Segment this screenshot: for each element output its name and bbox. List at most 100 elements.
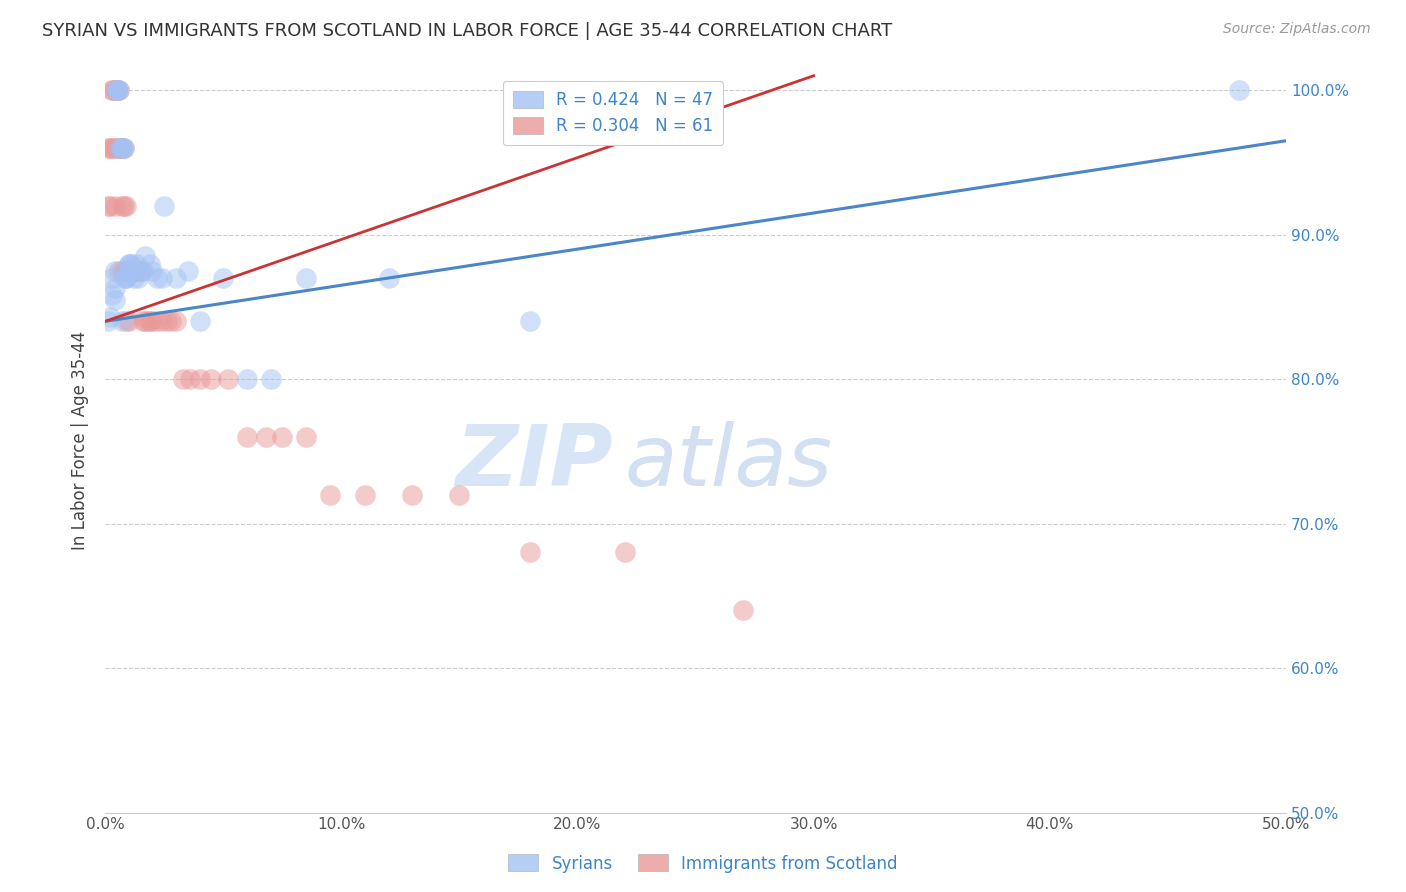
Point: [105, 83, 128, 97]
Point: [118, 256, 141, 270]
Point: [104, 293, 127, 307]
Point: [146, 314, 169, 328]
Point: [104, 141, 127, 155]
Point: [212, 271, 235, 285]
Point: [112, 141, 135, 155]
Point: [141, 264, 163, 278]
Point: [104, 264, 127, 278]
Point: [101, 271, 124, 285]
Point: [118, 264, 141, 278]
Point: [122, 264, 145, 278]
Point: [150, 314, 173, 328]
Point: [150, 271, 173, 285]
Point: [156, 314, 179, 328]
Point: [125, 264, 148, 278]
Point: [111, 141, 134, 155]
Point: [115, 271, 138, 285]
Point: [217, 372, 239, 386]
Point: [111, 141, 134, 155]
Point: [259, 372, 281, 386]
Point: [125, 256, 148, 270]
Point: [120, 264, 142, 278]
Y-axis label: In Labor Force | Age 35-44: In Labor Force | Age 35-44: [72, 331, 89, 550]
Point: [111, 199, 134, 213]
Text: atlas: atlas: [624, 421, 832, 504]
Point: [111, 264, 134, 278]
Point: [105, 83, 128, 97]
Point: [519, 545, 541, 559]
Text: ZIP: ZIP: [456, 421, 613, 504]
Point: [112, 271, 135, 285]
Point: [172, 372, 194, 386]
Point: [129, 264, 152, 278]
Point: [98, 310, 121, 324]
Point: [141, 314, 163, 328]
Point: [115, 264, 138, 278]
Point: [401, 488, 423, 502]
Point: [271, 430, 294, 444]
Point: [449, 488, 471, 502]
Text: SYRIAN VS IMMIGRANTS FROM SCOTLAND IN LABOR FORCE | AGE 35-44 CORRELATION CHART: SYRIAN VS IMMIGRANTS FROM SCOTLAND IN LA…: [42, 22, 893, 40]
Point: [179, 372, 201, 386]
Point: [254, 430, 277, 444]
Point: [613, 545, 636, 559]
Point: [200, 372, 222, 386]
Point: [111, 141, 134, 155]
Point: [105, 83, 128, 97]
Text: Source: ZipAtlas.com: Source: ZipAtlas.com: [1223, 22, 1371, 37]
Point: [134, 249, 156, 263]
Point: [108, 83, 131, 97]
Point: [115, 271, 138, 285]
Point: [132, 264, 155, 278]
Point: [318, 488, 340, 502]
Point: [104, 281, 127, 295]
Point: [160, 314, 183, 328]
Point: [105, 83, 128, 97]
Point: [97, 199, 120, 213]
Point: [188, 372, 211, 386]
Point: [118, 314, 141, 328]
Point: [104, 199, 127, 213]
Point: [105, 83, 128, 97]
Point: [111, 141, 134, 155]
Point: [112, 199, 135, 213]
Point: [127, 264, 149, 278]
Point: [115, 199, 138, 213]
Point: [105, 83, 128, 97]
Point: [146, 271, 169, 285]
Point: [105, 83, 128, 97]
Point: [108, 83, 131, 97]
Legend: R = 0.424   N = 47, R = 0.304   N = 61: R = 0.424 N = 47, R = 0.304 N = 61: [503, 80, 723, 145]
Point: [122, 271, 145, 285]
Point: [188, 314, 211, 328]
Point: [101, 83, 124, 97]
Point: [104, 83, 127, 97]
Point: [136, 314, 159, 328]
Point: [139, 256, 162, 270]
Point: [108, 141, 131, 155]
Point: [120, 256, 142, 270]
Point: [108, 264, 131, 278]
Point: [519, 314, 541, 328]
Point: [236, 430, 259, 444]
Point: [236, 372, 259, 386]
Point: [134, 314, 156, 328]
Point: [731, 603, 754, 617]
Point: [118, 256, 141, 270]
Point: [97, 141, 120, 155]
Point: [1227, 83, 1250, 97]
Point: [111, 314, 134, 328]
Point: [127, 271, 149, 285]
Point: [115, 314, 138, 328]
Point: [132, 314, 155, 328]
Point: [295, 430, 318, 444]
Point: [111, 141, 134, 155]
Point: [105, 141, 128, 155]
Point: [354, 488, 377, 502]
Point: [165, 271, 187, 285]
Point: [129, 264, 152, 278]
Point: [377, 271, 399, 285]
Point: [98, 199, 121, 213]
Point: [120, 264, 142, 278]
Point: [295, 271, 318, 285]
